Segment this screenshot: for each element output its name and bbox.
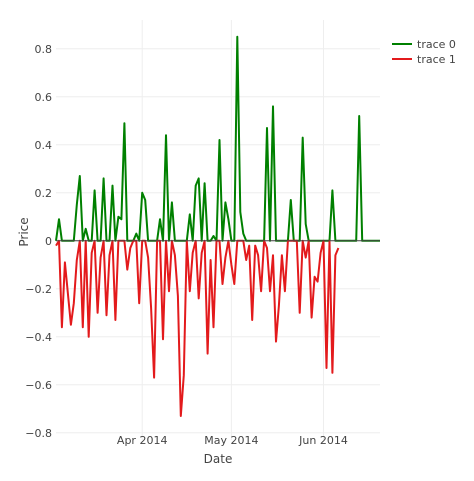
y-tick-label: 0.8 bbox=[35, 43, 53, 56]
series-lines bbox=[55, 35, 380, 417]
legend-label-1[interactable]: trace 1 bbox=[417, 53, 456, 66]
y-tick-label: 0.4 bbox=[35, 139, 53, 152]
y-tick-label: 0 bbox=[45, 235, 52, 248]
x-tick-label: May 2014 bbox=[204, 434, 258, 447]
y-tick-label: −0.8 bbox=[25, 427, 52, 440]
series-line-1[interactable] bbox=[55, 239, 340, 417]
y-axis-title: Price bbox=[17, 217, 31, 246]
legend[interactable]: trace 0 trace 1 bbox=[392, 38, 456, 66]
y-tick-label: 0.6 bbox=[35, 91, 53, 104]
series-line-0[interactable] bbox=[55, 35, 380, 242]
legend-label-0[interactable]: trace 0 bbox=[417, 38, 456, 51]
gridlines bbox=[56, 20, 380, 440]
y-tick-label: 0.2 bbox=[35, 187, 53, 200]
y-tick-label: −0.6 bbox=[25, 379, 52, 392]
x-axis-title: Date bbox=[204, 452, 233, 466]
y-tick-label: −0.4 bbox=[25, 331, 52, 344]
axes: 0.8 0.6 0.4 0.2 0 −0.2 −0.4 −0.6 −0.8 Apr 2014 May… bbox=[25, 43, 380, 447]
y-tick-label: −0.2 bbox=[25, 283, 52, 296]
x-tick-label: Jun 2014 bbox=[298, 434, 348, 447]
x-tick-label: Apr 2014 bbox=[117, 434, 168, 447]
